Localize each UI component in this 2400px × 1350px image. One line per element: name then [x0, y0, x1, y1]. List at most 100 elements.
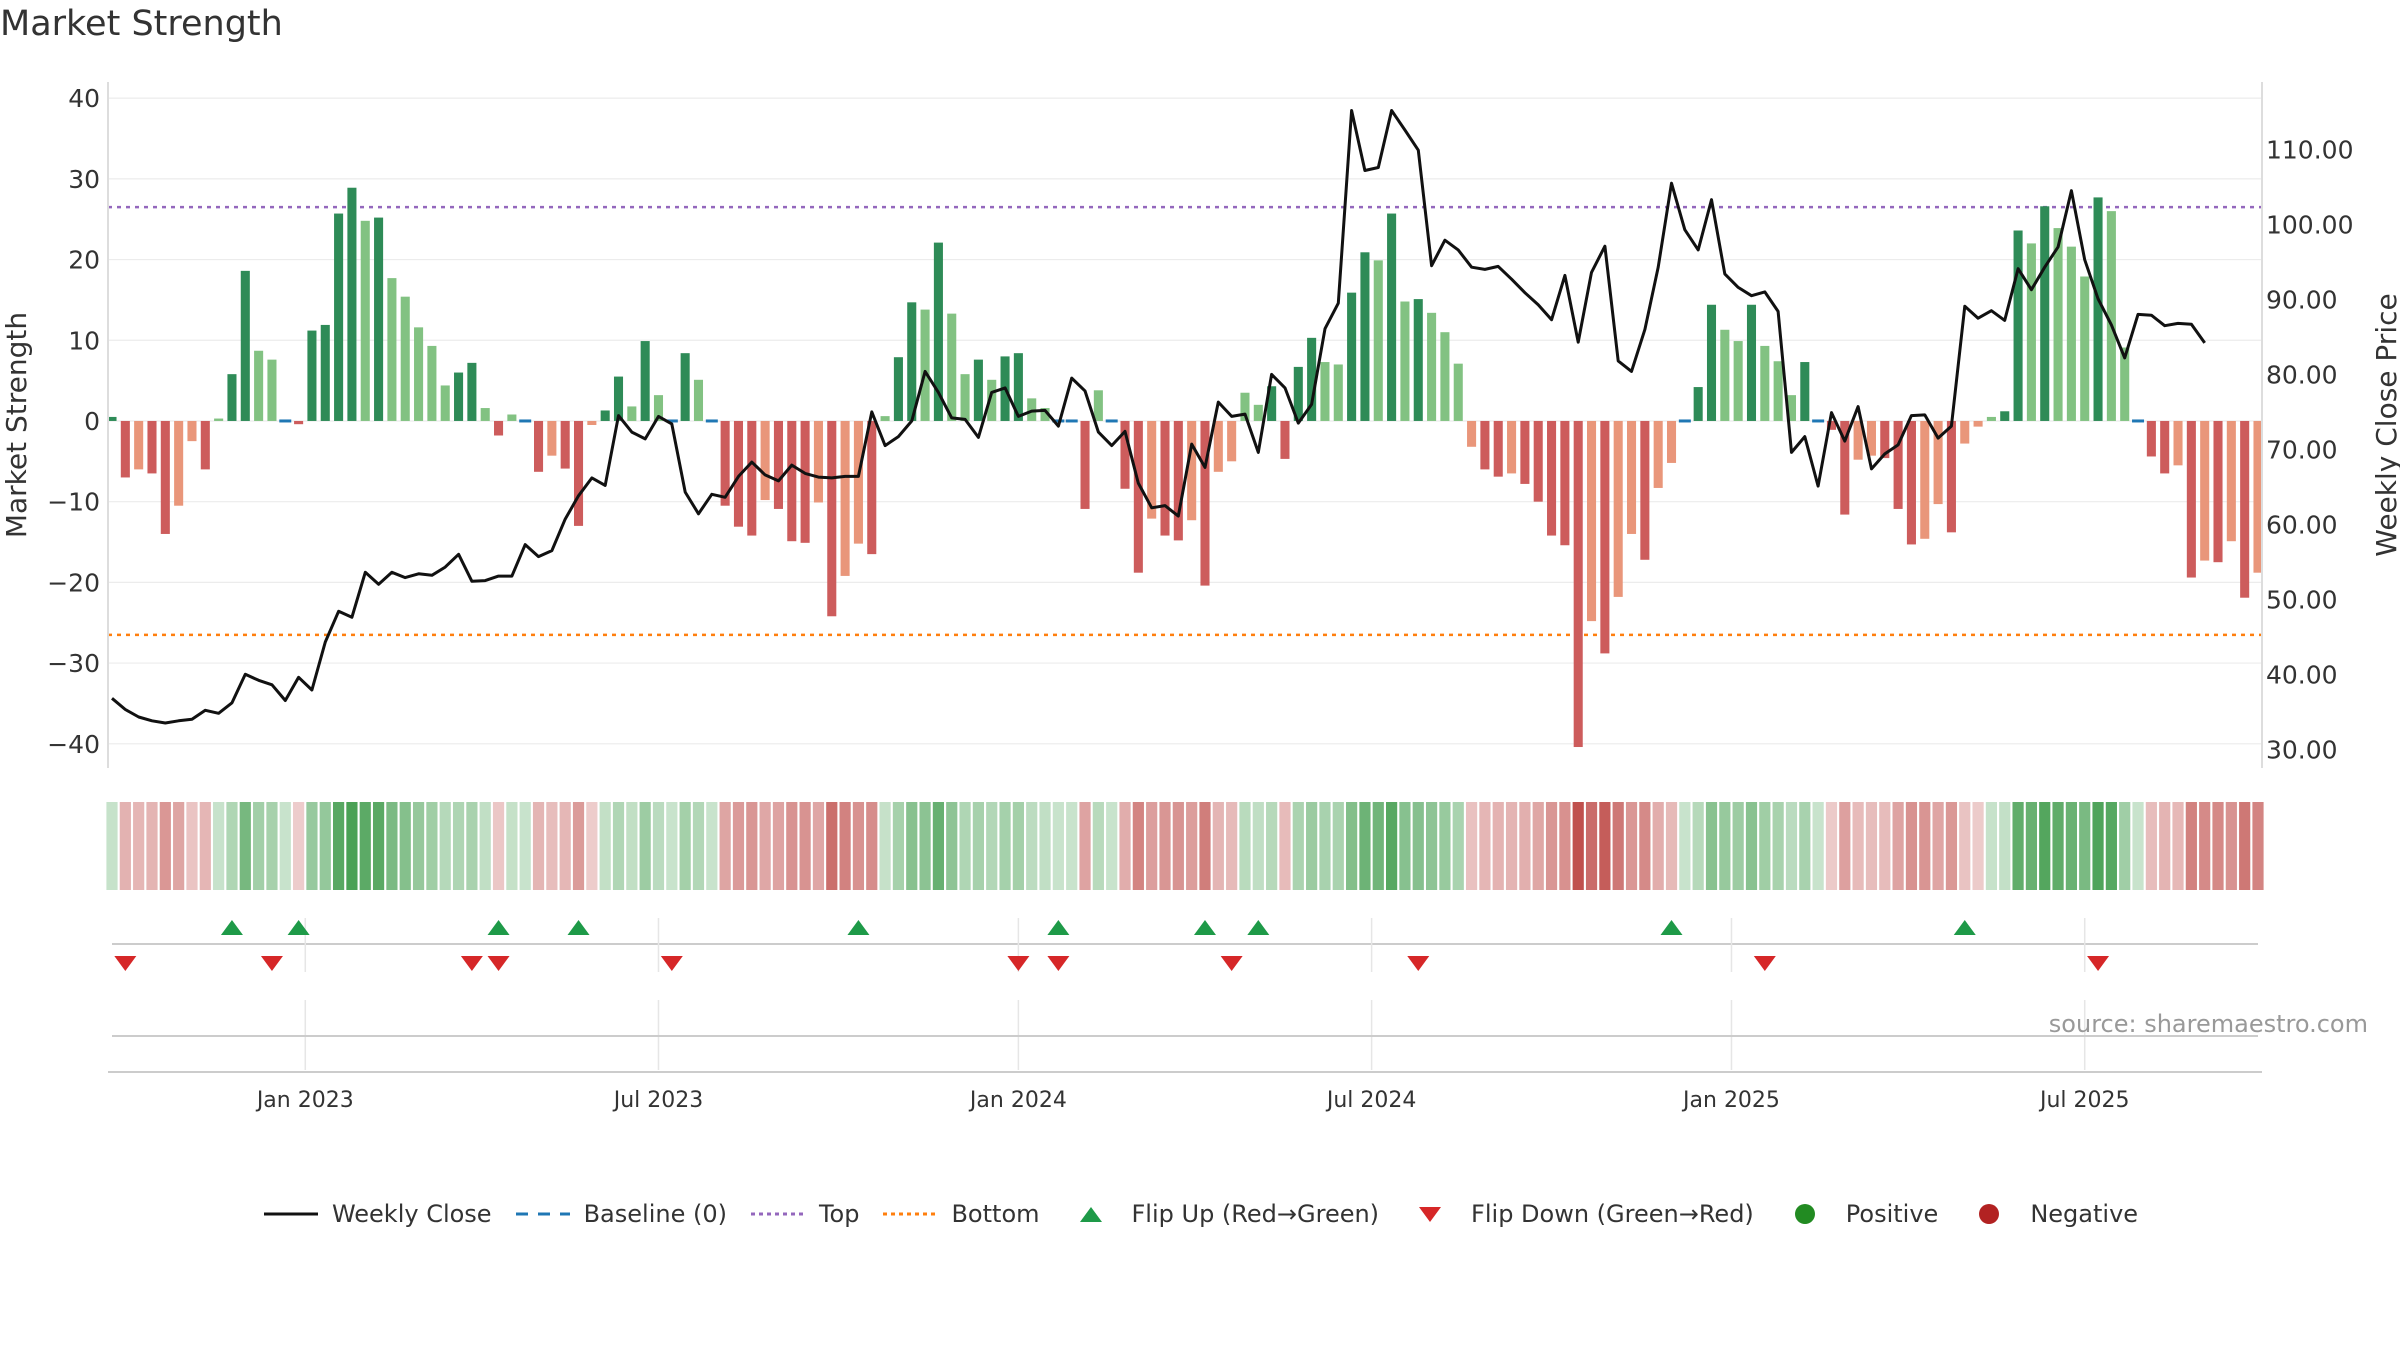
- heat-cell: [1692, 802, 1704, 890]
- heat-cell: [1945, 802, 1958, 890]
- legend-item[interactable]: Bottom: [881, 1200, 1040, 1228]
- strength-bar: [1467, 420, 1477, 447]
- left-axis-label: Market Strength: [0, 312, 33, 538]
- strength-bar: [613, 376, 624, 421]
- heat-cell: [1545, 802, 1558, 890]
- left-tick-label: 40: [68, 84, 100, 113]
- heat-cell: [532, 802, 545, 890]
- strength-bar: [2120, 347, 2130, 421]
- heat-cell: [1892, 802, 1904, 890]
- x-tick-label: Jan 2025: [1681, 1088, 1780, 1113]
- heat-cell: [1479, 802, 1491, 890]
- heat-cell: [612, 802, 625, 890]
- heat-cell: [479, 802, 491, 890]
- heat-cell: [293, 802, 305, 890]
- legend-symbol: [883, 1212, 938, 1216]
- flip-down-marker: [260, 956, 283, 971]
- heat-cell: [546, 802, 558, 890]
- heat-cell: [186, 802, 198, 890]
- heat-cell: [799, 802, 811, 890]
- strength-bar: [1360, 252, 1370, 421]
- strength-bar: [827, 420, 837, 617]
- strength-bar: [880, 416, 890, 421]
- heat-cell: [599, 802, 611, 890]
- strength-bar: [534, 420, 544, 472]
- heat-cell: [1092, 802, 1104, 890]
- legend-label: Baseline (0): [583, 1200, 727, 1228]
- legend-item[interactable]: Weekly Close: [262, 1200, 492, 1228]
- strength-bar: [587, 420, 597, 425]
- strength-bar: [1507, 420, 1517, 474]
- heat-cell: [1772, 802, 1784, 890]
- strength-bar: [2146, 420, 2156, 457]
- heat-cell: [1919, 802, 1931, 890]
- flip-up-marker: [1247, 920, 1270, 935]
- strength-bar: [813, 420, 823, 503]
- strength-bar: [134, 420, 144, 470]
- heat-cell: [1705, 802, 1718, 890]
- legend-item[interactable]: Flip Down (Green→Red): [1401, 1200, 1754, 1228]
- strength-bar: [1693, 387, 1703, 421]
- heat-cell: [2012, 802, 2024, 890]
- strength-bar: [2053, 228, 2063, 421]
- heat-cell: [2025, 802, 2038, 890]
- strength-bar: [853, 420, 863, 544]
- legend-item[interactable]: Negative: [1960, 1200, 2138, 1228]
- flip-up-marker: [1047, 920, 1070, 935]
- heat-cell: [332, 802, 345, 890]
- heat-cell: [1999, 802, 2011, 890]
- strength-bar: [627, 406, 637, 421]
- heat-cell: [1639, 802, 1651, 890]
- strength-heat-strip: [106, 802, 2264, 890]
- right-tick-label: 50.00: [2266, 585, 2338, 614]
- strength-bar: [1040, 408, 1050, 421]
- heat-cell: [173, 802, 185, 890]
- right-tick-label: 30.00: [2266, 735, 2338, 764]
- legend-item[interactable]: Baseline (0): [514, 1200, 727, 1228]
- heat-cell: [1106, 802, 1118, 890]
- heat-cell: [2079, 802, 2091, 890]
- flip-down-marker: [2087, 956, 2110, 971]
- right-tick-label: 110.00: [2266, 135, 2353, 164]
- strength-bar: [1786, 395, 1797, 421]
- strength-bar: [1547, 420, 1557, 536]
- strength-bar: [867, 420, 877, 555]
- heat-cell: [426, 802, 438, 890]
- strength-bar: [307, 330, 317, 421]
- legend-item[interactable]: Flip Up (Red→Green): [1062, 1200, 1379, 1228]
- heat-cell: [1306, 802, 1318, 890]
- heat-cell: [1865, 802, 1878, 890]
- strength-bar: [1866, 420, 1876, 456]
- heat-cell: [346, 802, 358, 890]
- strength-bar: [334, 213, 344, 421]
- strength-bar: [560, 420, 570, 469]
- threshold-lines: [108, 205, 2262, 637]
- heat-cell: [319, 802, 331, 890]
- strength-bar: [1840, 420, 1850, 515]
- strength-bar: [2213, 420, 2223, 563]
- strength-bar: [1080, 420, 1090, 509]
- strength-bar: [640, 341, 650, 421]
- strength-bar: [2066, 246, 2076, 421]
- strength-bar: [2080, 276, 2090, 421]
- heat-cell: [879, 802, 891, 890]
- legend-label: Flip Down (Green→Red): [1471, 1200, 1754, 1228]
- legend-symbol: [1079, 1207, 1102, 1222]
- heat-cell: [1332, 802, 1344, 890]
- strength-bar: [2173, 420, 2183, 466]
- strength-bar: [1200, 420, 1210, 586]
- strength-bar: [1626, 420, 1637, 534]
- heat-cell: [1252, 802, 1264, 890]
- strength-bar: [427, 345, 437, 421]
- strength-bar: [2093, 197, 2103, 421]
- legend-item[interactable]: Top: [749, 1200, 859, 1228]
- legend-label: Bottom: [951, 1200, 1040, 1228]
- legend-item[interactable]: Positive: [1776, 1200, 1938, 1228]
- legend-symbol: [515, 1212, 570, 1216]
- strength-bar: [467, 362, 477, 421]
- heat-cell: [1079, 802, 1091, 890]
- strength-bar: [1826, 420, 1836, 430]
- flip-up-marker: [1953, 920, 1976, 935]
- strength-bar: [1640, 420, 1650, 560]
- heat-cell: [1465, 802, 1478, 890]
